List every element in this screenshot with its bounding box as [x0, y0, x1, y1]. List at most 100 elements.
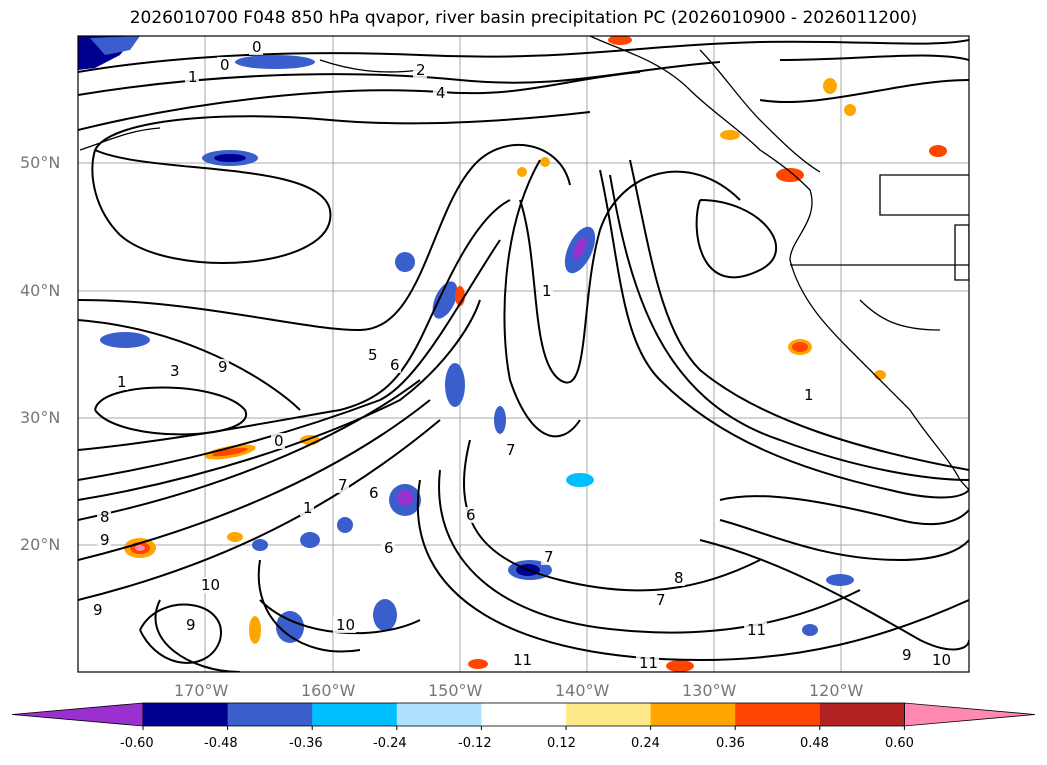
negative-blob	[90, 36, 140, 55]
contour-label: 0	[274, 432, 284, 450]
contour-label: 3	[170, 362, 180, 380]
contour-label: 6	[466, 506, 476, 524]
contour-label: 1	[542, 282, 552, 300]
contour-label: 8	[674, 569, 684, 587]
colorbar-tick-label: -0.36	[289, 736, 323, 751]
positive-blob	[608, 36, 632, 45]
contour-label-bg	[365, 347, 379, 363]
contour-label: 7	[338, 476, 348, 494]
contour-label: 10	[201, 576, 220, 594]
colorbar-extend-right	[904, 702, 1036, 727]
contour-label-bg	[381, 540, 395, 556]
contour-label-bg	[198, 577, 221, 593]
contour-label-bg	[463, 507, 477, 523]
contour-label: 1	[117, 373, 127, 391]
contour-label: 1	[804, 386, 814, 404]
colorbar-segment	[735, 703, 821, 726]
positive-blob	[666, 660, 694, 672]
contour-label: 6	[369, 484, 379, 502]
contour-label-bg	[510, 652, 533, 668]
lat-label: 30°N	[20, 408, 61, 427]
colorbar-segment	[396, 703, 482, 726]
contour-label-bg	[90, 602, 104, 618]
contour-label: 9	[186, 616, 196, 634]
contour-label-bg	[539, 283, 553, 299]
contour-label-bg	[97, 509, 111, 525]
positive-blob	[844, 104, 856, 116]
colorbar	[11, 702, 1036, 730]
negative-blob	[573, 236, 587, 260]
colorbar-segment	[227, 703, 313, 726]
negative-blob	[235, 55, 315, 69]
contour-label-bg	[114, 374, 128, 390]
contour-label: 8	[100, 508, 110, 526]
colorbar-tick-label: 0.12	[547, 736, 576, 751]
contour-label: 11	[513, 651, 532, 669]
contour-label-bg	[899, 647, 913, 663]
colorbar-segment	[819, 703, 905, 726]
contour-label: 10	[932, 651, 951, 669]
negative-blob	[300, 532, 320, 548]
colorbar-tick-label: 0.48	[800, 736, 829, 751]
contour-label: 10	[336, 616, 355, 634]
colorbar-tick-label: -0.12	[458, 736, 492, 751]
contour-label-bg	[433, 85, 447, 101]
positive-blob	[249, 616, 261, 644]
positive-blob	[135, 545, 145, 551]
colorbar-tick-label: 0.60	[885, 736, 914, 751]
contour-label: 9	[218, 358, 228, 376]
positive-blob	[929, 145, 947, 157]
contour-label-bg	[97, 532, 111, 548]
contour-label-bg	[671, 570, 685, 586]
contour-label: 0	[220, 56, 230, 74]
contour-label-bg	[333, 617, 356, 633]
colorbar-extend-left	[11, 702, 144, 727]
gridlines	[78, 36, 969, 672]
contour-label: 4	[436, 84, 446, 102]
negative-blob	[397, 490, 413, 506]
lon-label: 130°W	[682, 681, 737, 700]
contour-label: 0	[252, 38, 262, 56]
colorbar-tick-label: -0.48	[204, 736, 238, 751]
colorbar-tick-label: -0.24	[373, 736, 407, 751]
negative-blob	[802, 624, 818, 636]
map-frame	[77, 35, 970, 673]
contour-label-bg	[653, 592, 667, 608]
contour-label-bg	[249, 39, 263, 55]
positive-blob	[468, 659, 488, 669]
contour-label: 11	[639, 654, 658, 672]
colorbar-tick-label: 0.24	[631, 736, 660, 751]
negative-blob	[337, 517, 353, 533]
lat-label: 50°N	[20, 153, 61, 172]
colorbar-segment	[312, 703, 398, 726]
negative-blob	[373, 599, 397, 631]
lon-label: 140°W	[555, 681, 610, 700]
contour-label: 9	[93, 601, 103, 619]
negative-blob	[100, 332, 150, 348]
negative-blob	[445, 363, 465, 407]
contour-label: 2	[416, 61, 426, 79]
negative-blob	[214, 154, 246, 162]
contour-label-bg	[335, 477, 349, 493]
contour-label-bg	[744, 622, 767, 638]
colorbar-segment	[481, 703, 567, 726]
contour-label-bg	[387, 357, 401, 373]
contour-label-bg	[185, 69, 199, 85]
figure-title: 2026010700 F048 850 hPa qvapor, river ba…	[129, 8, 918, 28]
contour-label: 9	[902, 646, 912, 664]
positive-blob	[212, 447, 248, 457]
lon-label: 170°W	[174, 681, 229, 700]
contour-label-bg	[167, 363, 181, 379]
colorbar-tick-label: -0.60	[120, 736, 154, 751]
negative-blob	[494, 406, 506, 434]
contour-label-bg	[413, 62, 427, 78]
lon-label: 160°W	[301, 681, 356, 700]
lat-label: 40°N	[20, 281, 61, 300]
contour-label-bg	[271, 433, 285, 449]
contour-label-bg	[541, 549, 555, 565]
positive-blob	[720, 130, 740, 140]
negative-blob	[566, 473, 594, 487]
contour-label-bg	[366, 485, 380, 501]
